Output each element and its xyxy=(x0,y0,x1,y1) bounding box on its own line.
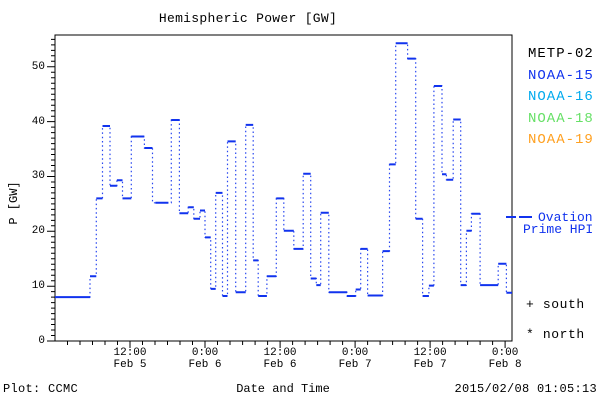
ovation-legend-label-line1: Ovation xyxy=(538,210,593,225)
legend-satellite-noaa-19: NOAA-19 xyxy=(528,132,594,148)
y-tick-label: 10 xyxy=(31,280,45,293)
x-tick-label: 0:00 Feb 6 xyxy=(188,347,222,371)
legend-satellite-metp-02: METP-02 xyxy=(528,46,594,62)
y-tick-label: 50 xyxy=(31,60,45,73)
x-axis-label: Date and Time xyxy=(236,382,330,396)
x-tick-label: 12:00 Feb 6 xyxy=(263,347,297,371)
x-tick-label: 12:00 Feb 5 xyxy=(113,347,147,371)
asterisk-marker-icon: * xyxy=(526,327,535,342)
plus-marker-icon: + xyxy=(526,297,535,312)
legend-satellite-noaa-18: NOAA-18 xyxy=(528,110,594,127)
y-tick-label: 40 xyxy=(31,115,45,128)
plot-timestamp: 2015/02/08 01:05:13 xyxy=(454,382,597,396)
y-tick-label: 0 xyxy=(38,335,45,347)
x-tick-label: 0:00 Feb 7 xyxy=(338,347,372,371)
y-tick-label: 30 xyxy=(31,170,45,183)
x-tick-label: 0:00 Feb 8 xyxy=(488,347,522,371)
north-legend: * north xyxy=(526,327,585,342)
y-axis-label: P [GW] xyxy=(7,181,21,225)
legend-satellite-noaa-15: NOAA-15 xyxy=(528,67,594,84)
plot-frame xyxy=(54,34,513,342)
hpi-step-line xyxy=(55,42,512,298)
hpi-dash-markers xyxy=(55,42,512,299)
ovation-legend-label-line2: Prime HPI xyxy=(523,222,594,237)
south-legend: + south xyxy=(526,297,585,312)
plot-credit: Plot: CCMC xyxy=(3,382,79,396)
north-label: north xyxy=(542,327,585,342)
legend-satellite-noaa-16: NOAA-16 xyxy=(528,89,594,105)
x-tick-label: 12:00 Feb 7 xyxy=(413,347,447,371)
ovation-legend-dash-icon xyxy=(519,216,532,218)
south-label: south xyxy=(542,297,585,312)
chart-title: Hemispheric Power [GW] xyxy=(158,11,338,26)
ovation-legend-dash-icon xyxy=(506,216,516,218)
y-tick-label: 20 xyxy=(31,225,45,238)
axis-ticks xyxy=(47,38,506,348)
